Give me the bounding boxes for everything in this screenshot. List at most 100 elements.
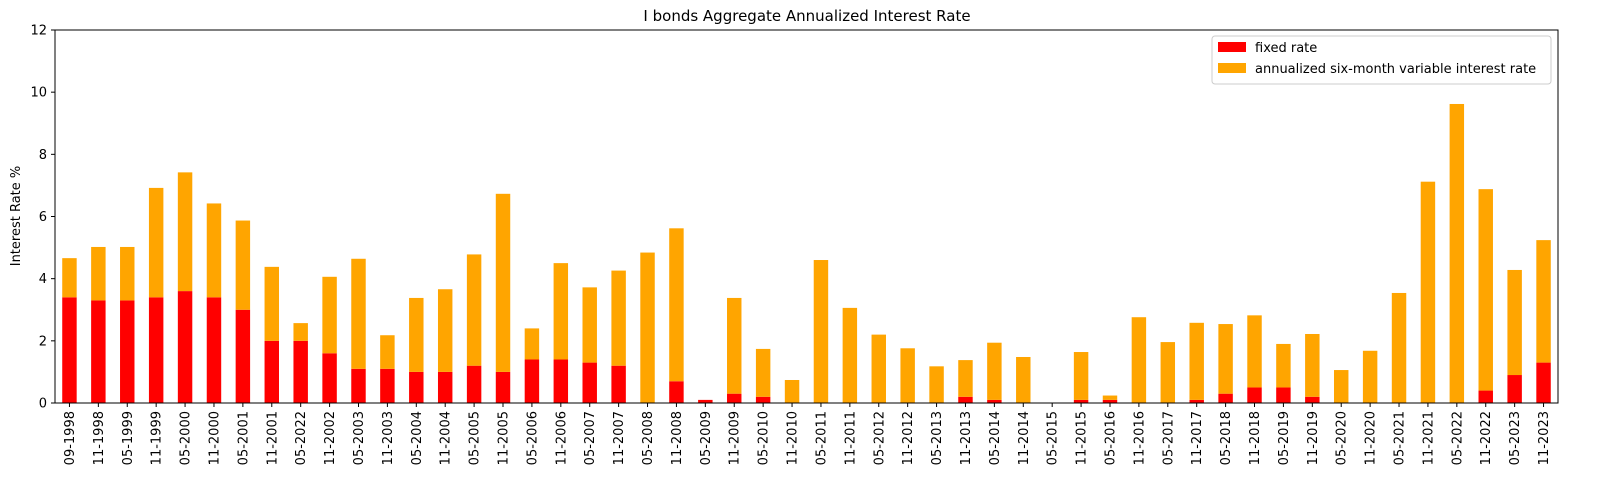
fixed-rate-bar — [611, 365, 626, 403]
x-tick-label: 05-2010 — [757, 411, 772, 465]
legend-entry: annualized six-month variable interest r… — [1255, 62, 1536, 77]
y-tick-label: 2 — [39, 334, 47, 349]
variable-rate-bar — [1073, 352, 1089, 400]
fixed-rate-bar — [437, 371, 453, 403]
x-tick-label: 05-1999 — [121, 411, 136, 465]
variable-rate-bar — [611, 270, 626, 366]
x-tick-label: 11-2022 — [1479, 411, 1494, 465]
x-tick-label: 11-2000 — [207, 411, 222, 465]
fixed-rate-bar — [409, 371, 424, 403]
x-tick-label: 11-2015 — [1075, 411, 1090, 465]
x-tick-label: 05-2005 — [468, 411, 483, 465]
legend-entry: fixed rate — [1255, 41, 1317, 56]
variable-rate-bar — [1305, 333, 1320, 397]
variable-rate-bar — [669, 228, 684, 382]
plot-frame — [54, 29, 1559, 404]
fixed-rate-bar — [466, 365, 482, 403]
x-tick-label: 05-2021 — [1393, 411, 1408, 465]
variable-rate-bar — [958, 360, 973, 397]
variable-rate-bar — [495, 193, 511, 372]
fixed-rate-bar — [495, 371, 511, 403]
fixed-rate-bar — [62, 297, 77, 403]
fixed-rate-bar — [755, 396, 771, 403]
chart-title: I bonds Aggregate Annualized Interest Ra… — [643, 7, 970, 25]
x-tick-label: 05-2012 — [872, 411, 887, 465]
x-tick-label: 05-2008 — [641, 411, 656, 465]
x-tick-label: 11-2007 — [612, 411, 627, 465]
x-tick-label: 11-2014 — [1017, 411, 1032, 465]
variable-rate-bar — [1218, 324, 1233, 394]
fixed-rate-bar — [380, 368, 395, 403]
fixed-rate-bar — [1102, 399, 1118, 403]
y-tick-label: 6 — [39, 210, 47, 225]
variable-rate-bar — [553, 263, 569, 360]
variable-rate-bar — [727, 297, 742, 394]
variable-rate-bar — [1131, 317, 1147, 403]
x-tick-label: 11-2023 — [1537, 411, 1552, 465]
fixed-rate-bar — [1507, 375, 1522, 403]
variable-rate-bar — [640, 252, 655, 403]
variable-rate-bar — [1160, 342, 1176, 403]
variable-rate-bar — [1016, 356, 1031, 403]
fixed-rate-bar — [524, 359, 540, 403]
fixed-rate-bar — [235, 309, 251, 403]
x-tick-label: 11-2004 — [439, 411, 454, 465]
y-tick-label: 4 — [39, 272, 47, 287]
variable-rate-bar — [1333, 370, 1349, 403]
x-tick-label: 11-1999 — [150, 411, 165, 465]
x-tick-label: 11-2006 — [554, 411, 569, 465]
fixed-rate-bar — [293, 340, 308, 403]
x-tick-label: 11-2019 — [1306, 411, 1321, 465]
fixed-rate-bar — [1247, 387, 1262, 403]
variable-rate-bar — [842, 307, 858, 403]
y-axis-label: Interest Rate % — [9, 166, 24, 267]
x-tick-label: 05-2000 — [179, 411, 194, 465]
fixed-rate-bar — [120, 300, 135, 403]
x-tick-label: 05-2015 — [1046, 411, 1061, 465]
variable-rate-bar — [322, 276, 337, 354]
fixed-rate-bar — [582, 362, 597, 403]
legend: fixed rate annualized six-month variable … — [1211, 35, 1552, 85]
variable-rate-bar — [91, 246, 106, 301]
x-tick-label: 05-2022 — [294, 411, 309, 465]
fixed-rate-bar — [206, 297, 222, 403]
x-tick-label: 11-2005 — [497, 411, 512, 465]
x-tick-label: 05-2017 — [1161, 411, 1176, 465]
variable-rate-bar — [1449, 103, 1465, 403]
variable-rate-bar — [1420, 181, 1436, 403]
x-tick-label: 11-2017 — [1190, 411, 1205, 465]
legend-swatch — [1218, 42, 1246, 52]
x-tick-label: 11-2003 — [381, 411, 396, 465]
fixed-rate-bar — [1276, 387, 1291, 403]
x-tick-label: 05-2016 — [1103, 411, 1118, 465]
fixed-rate-bar — [1218, 393, 1233, 403]
x-tick-label: 11-2018 — [1248, 411, 1263, 465]
variable-rate-bar — [264, 266, 280, 341]
fixed-rate-bar — [1305, 396, 1320, 403]
x-tick-label: 05-2001 — [236, 411, 251, 465]
y-tick-label: 0 — [39, 397, 47, 412]
x-tick-label: 05-2009 — [699, 411, 714, 465]
fixed-rate-bar — [958, 396, 973, 403]
x-tick-label: 11-2009 — [728, 411, 743, 465]
x-tick-label: 05-2013 — [930, 411, 945, 465]
x-tick-label: 11-2021 — [1421, 411, 1436, 465]
fixed-rate-bar — [553, 359, 569, 403]
fixed-rate-bar — [727, 393, 742, 403]
x-tick-label: 11-1998 — [92, 411, 107, 465]
variable-rate-bar — [582, 287, 597, 363]
variable-rate-bar — [1247, 315, 1262, 388]
fixed-rate-bar — [351, 368, 366, 403]
variable-rate-bar — [148, 187, 164, 298]
variable-rate-bar — [177, 172, 193, 292]
variable-rate-bar — [1478, 189, 1493, 391]
variable-rate-bar — [524, 328, 540, 360]
fixed-rate-bar — [987, 399, 1002, 403]
fixed-rate-bar — [177, 291, 193, 403]
variable-rate-bar — [1362, 350, 1378, 403]
variable-rate-bar — [351, 258, 366, 369]
x-tick-label: 11-2016 — [1132, 411, 1147, 465]
variable-rate-bar — [1189, 322, 1204, 400]
variable-rate-bar — [1276, 343, 1291, 388]
x-tick-label: 11-2020 — [1364, 411, 1379, 465]
